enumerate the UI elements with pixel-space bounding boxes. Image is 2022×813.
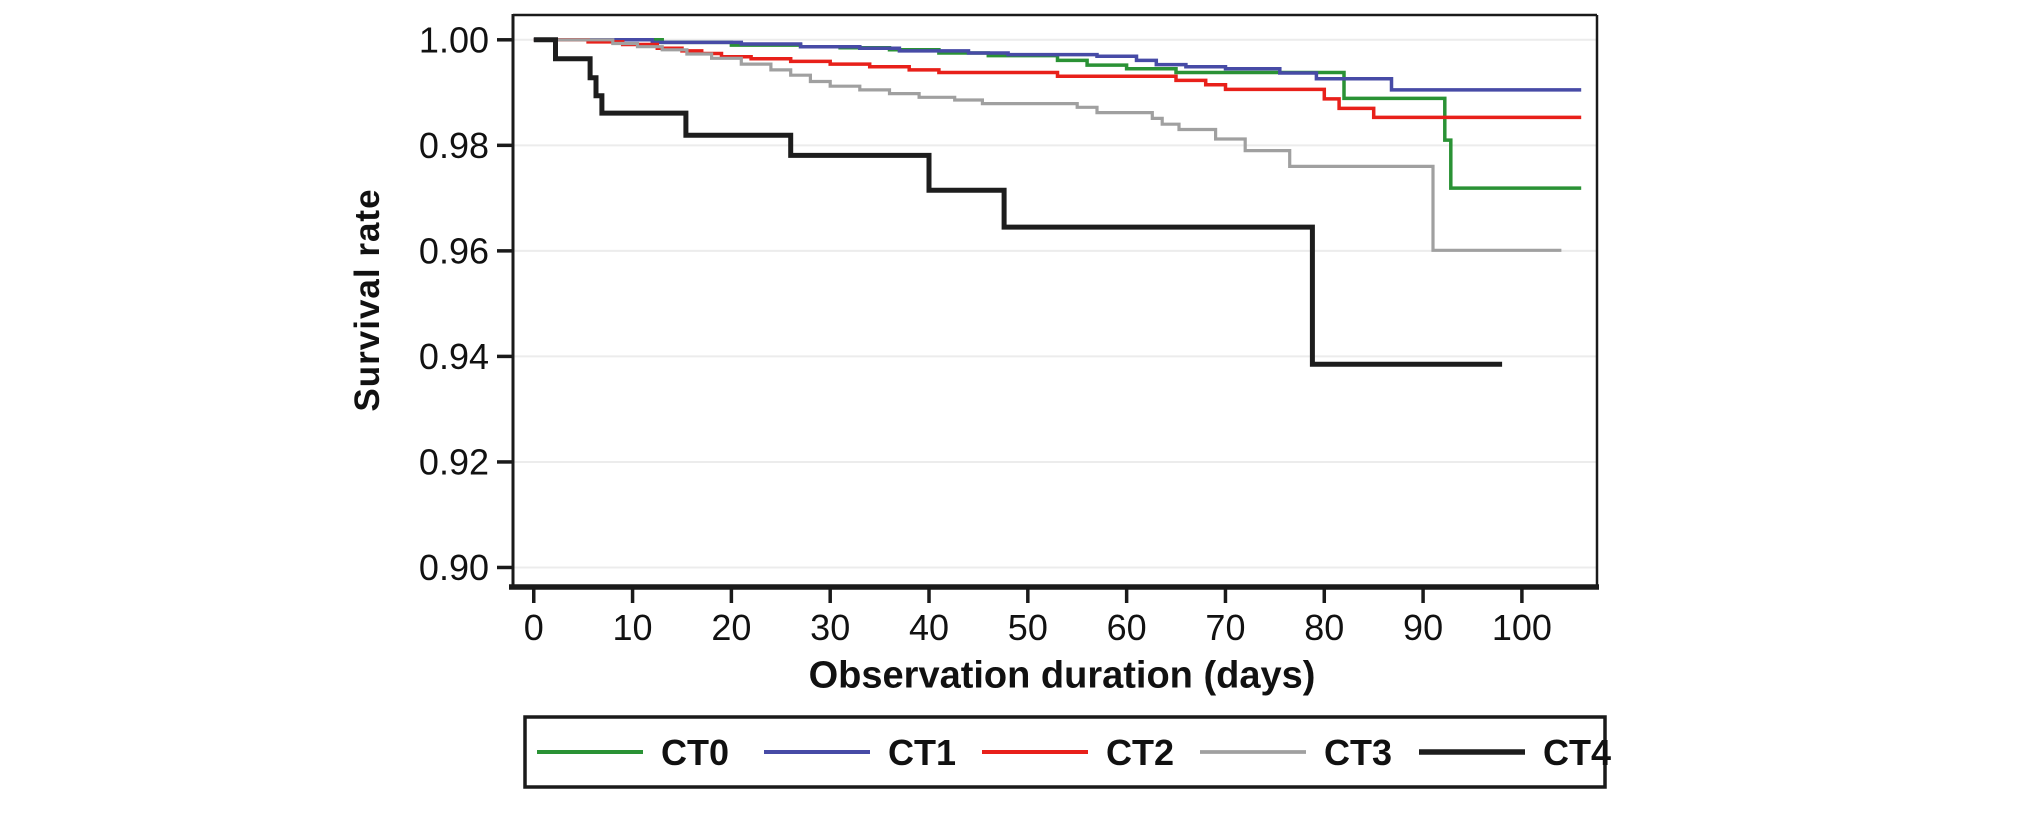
series-CT4 [533, 37, 1503, 367]
legend-label-CT0: CT0 [661, 732, 729, 773]
y-tick-label: 0.96 [419, 230, 489, 271]
y-tick-label: 0.98 [419, 125, 489, 166]
legend-item-CT1: CT1 [764, 732, 956, 773]
legend-label-CT2: CT2 [1106, 732, 1174, 773]
legend-label-CT3: CT3 [1324, 732, 1392, 773]
legend-item-CT4: CT4 [1419, 732, 1611, 773]
y-axis-title: Survival rate [348, 188, 387, 412]
x-tick-label: 40 [909, 607, 949, 648]
y-tick-label: 1.00 [419, 19, 489, 60]
legend-label-CT4: CT4 [1543, 732, 1611, 773]
x-tick-label: 50 [1008, 607, 1048, 648]
x-tick-label: 10 [613, 607, 653, 648]
series-CT1 [533, 38, 1582, 92]
x-axis-title: Observation duration (days) [808, 654, 1316, 697]
legend-item-CT2: CT2 [982, 732, 1174, 773]
legend-item-CT0: CT0 [537, 732, 729, 773]
x-tick-label: 70 [1205, 607, 1245, 648]
y-tick-label: 0.94 [419, 336, 489, 377]
y-tick-label: 0.90 [419, 547, 489, 588]
y-tick-label: 0.92 [419, 441, 489, 482]
x-tick-label: 80 [1304, 607, 1344, 648]
x-tick-label: 100 [1492, 607, 1552, 648]
series-CT2 [533, 38, 1582, 120]
legend-item-CT3: CT3 [1200, 732, 1392, 773]
legend-label-CT1: CT1 [888, 732, 956, 773]
x-tick-label: 0 [524, 607, 544, 648]
x-tick-label: 60 [1107, 607, 1147, 648]
series-CT3 [533, 38, 1562, 252]
x-tick-label: 20 [711, 607, 751, 648]
x-tick-label: 30 [810, 607, 850, 648]
x-tick-label: 90 [1403, 607, 1443, 648]
